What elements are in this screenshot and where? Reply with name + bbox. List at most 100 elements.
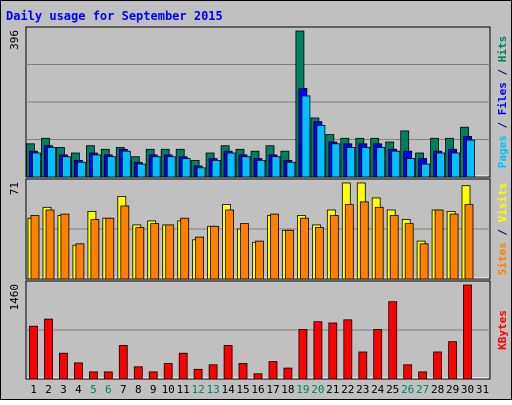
bar-kbytes-day-24	[373, 328, 383, 380]
axis-label-part: Visits	[496, 183, 509, 223]
x-tick-label: 9	[150, 383, 157, 396]
bar-pages-day-5	[92, 154, 101, 178]
bar-sites-day-8	[135, 227, 145, 280]
bar-pages-day-2	[47, 147, 56, 178]
y-max-label: 396	[8, 30, 21, 50]
series-pages	[32, 95, 475, 178]
bar-kbytes-day-14	[223, 345, 233, 380]
bar-sites-day-6	[105, 217, 115, 280]
x-tick-label: 7	[120, 383, 127, 396]
y-max-label: 71	[8, 182, 21, 195]
x-tick-label: 11	[177, 383, 190, 396]
bar-pages-day-6	[106, 156, 116, 178]
bar-pages-day-25	[391, 150, 401, 178]
bar-pages-day-1	[32, 152, 41, 178]
bar-kbytes-day-16	[253, 373, 263, 380]
chart-panels: 396 Pages / Files / Hits 71 Sites / Visits 1…	[8, 26, 509, 380]
x-tick-label: 1	[30, 383, 37, 396]
bar-kbytes-day-7	[118, 345, 128, 380]
bar-pages-day-16	[256, 159, 266, 178]
bar-pages-day-7	[121, 150, 131, 178]
bar-sites-day-10	[165, 224, 175, 280]
x-tick-labels: 1 2 3 4 5 6 7 8 9 10 11 12 13 14 15 16 17 18 19 20 21 22 23 24 2…	[30, 383, 489, 396]
bar-sites-day-4	[75, 243, 85, 280]
bar-sites-day-13	[210, 225, 220, 280]
bar-kbytes-day-29	[448, 341, 458, 380]
bar-pages-day-9	[151, 156, 161, 178]
bar-sites-day-23	[359, 201, 369, 280]
bar-sites-day-25	[389, 215, 399, 280]
bar-sites-day-16	[255, 240, 264, 280]
bar-sites-day-29	[449, 213, 459, 280]
x-tick-label: 8	[135, 383, 142, 396]
chart-title: Daily usage for September 2015	[6, 9, 223, 23]
panel-visits-sites: 71 Sites / Visits	[8, 178, 509, 280]
x-tick-label: 12	[191, 383, 204, 396]
bar-pages-day-28	[436, 152, 446, 178]
x-tick-label: 10	[162, 383, 175, 396]
x-tick-label: 28	[431, 383, 444, 396]
bar-sites-day-12	[195, 236, 205, 280]
bar-pages-day-8	[136, 163, 146, 178]
axis-label-part: /	[496, 222, 509, 242]
bar-pages-day-29	[451, 152, 461, 178]
bar-pages-day-12	[196, 167, 206, 178]
bar-sites-day-26	[404, 223, 414, 280]
bar-pages-day-10	[166, 156, 176, 178]
bar-kbytes-day-15	[238, 363, 248, 380]
bar-kbytes-day-27	[418, 371, 428, 380]
bar-pages-day-27	[421, 163, 431, 178]
x-tick-label: 22	[341, 383, 354, 396]
bar-kbytes-day-10	[163, 363, 173, 380]
x-tick-label: 17	[266, 383, 279, 396]
bar-pages-day-14	[226, 152, 236, 178]
bar-pages-day-15	[241, 156, 251, 178]
bar-sites-day-20	[314, 227, 324, 280]
series-kbytes	[29, 284, 472, 380]
bar-pages-day-18	[286, 161, 296, 178]
bar-kbytes-day-26	[403, 364, 413, 380]
series-axis-label: KBytes	[496, 310, 509, 350]
bar-pages-day-11	[181, 158, 191, 178]
x-tick-label: 3	[60, 383, 67, 396]
axis-label-part: Sites	[496, 242, 509, 275]
bar-sites-day-11	[180, 217, 190, 280]
bar-sites-day-22	[344, 204, 354, 280]
bar-kbytes-day-20	[313, 321, 323, 380]
bar-kbytes-day-21	[328, 322, 338, 380]
series-axis-label: Sites / Visits	[496, 183, 509, 276]
x-tick-label: 18	[281, 383, 294, 396]
bar-sites-day-18	[284, 229, 294, 280]
bar-pages-day-4	[77, 161, 86, 178]
bar-sites-day-9	[150, 223, 160, 280]
x-tick-label: 5	[90, 383, 97, 396]
bar-kbytes-day-3	[59, 352, 68, 380]
bar-kbytes-day-8	[133, 366, 143, 380]
bar-kbytes-day-4	[74, 362, 83, 380]
bar-pages-day-26	[406, 158, 416, 178]
axis-label-part: Files	[496, 82, 509, 115]
bar-kbytes-day-13	[208, 364, 218, 380]
bar-kbytes-day-5	[89, 371, 98, 380]
x-tick-label: 13	[206, 383, 219, 396]
bar-sites-day-14	[225, 209, 235, 280]
bar-sites-day-5	[90, 219, 100, 280]
bar-pages-day-17	[271, 156, 281, 178]
bar-pages-day-13	[211, 159, 221, 178]
bar-sites-day-3	[60, 213, 70, 280]
bar-sites-day-1	[30, 215, 40, 280]
bar-kbytes-day-6	[103, 371, 113, 380]
x-tick-label: 21	[326, 383, 339, 396]
bar-pages-day-3	[62, 156, 71, 178]
bar-sites-day-21	[329, 215, 339, 280]
bar-kbytes-day-18	[283, 367, 293, 380]
x-tick-label: 16	[251, 383, 264, 396]
x-tick-label: 29	[446, 383, 459, 396]
panel-hits-files-pages: 396 Pages / Files / Hits	[8, 26, 509, 178]
bar-kbytes-day-25	[388, 301, 398, 380]
bar-sites-day-17	[270, 213, 279, 280]
bar-kbytes-day-19	[298, 328, 308, 380]
x-tick-label: 2	[45, 383, 52, 396]
x-tick-label: 19	[296, 383, 309, 396]
